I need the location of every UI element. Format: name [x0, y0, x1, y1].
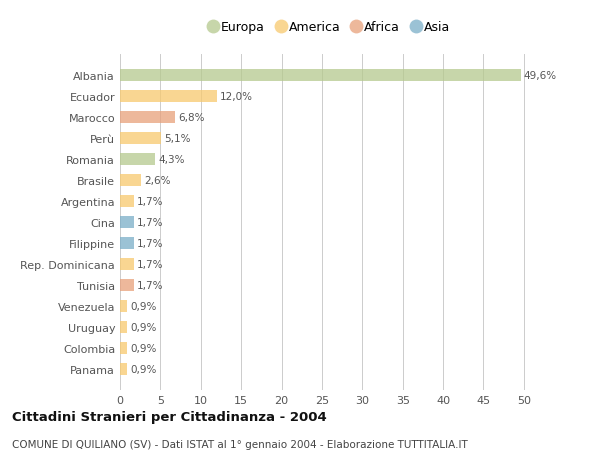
Text: 1,7%: 1,7%: [137, 218, 163, 228]
Text: 1,7%: 1,7%: [137, 280, 163, 291]
Bar: [120, 70, 521, 82]
Bar: [120, 364, 127, 375]
Text: 0,9%: 0,9%: [131, 364, 157, 374]
Text: 4,3%: 4,3%: [158, 155, 184, 165]
Bar: [120, 154, 155, 166]
Text: 49,6%: 49,6%: [524, 71, 557, 81]
Text: 1,7%: 1,7%: [137, 197, 163, 207]
Bar: [120, 175, 141, 186]
Text: 6,8%: 6,8%: [178, 113, 205, 123]
Bar: [120, 259, 134, 270]
Text: 5,1%: 5,1%: [164, 134, 191, 144]
Bar: [120, 301, 127, 312]
Bar: [120, 112, 175, 123]
Text: 12,0%: 12,0%: [220, 92, 253, 102]
Bar: [120, 342, 127, 354]
Text: 1,7%: 1,7%: [137, 259, 163, 269]
Bar: [120, 238, 134, 249]
Text: 0,9%: 0,9%: [131, 343, 157, 353]
Bar: [120, 280, 134, 291]
Bar: [120, 196, 134, 207]
Bar: [120, 133, 161, 145]
Text: COMUNE DI QUILIANO (SV) - Dati ISTAT al 1° gennaio 2004 - Elaborazione TUTTITALI: COMUNE DI QUILIANO (SV) - Dati ISTAT al …: [12, 440, 468, 449]
Text: 0,9%: 0,9%: [131, 322, 157, 332]
Legend: Europa, America, Africa, Asia: Europa, America, Africa, Asia: [210, 21, 450, 34]
Text: 1,7%: 1,7%: [137, 239, 163, 248]
Text: Cittadini Stranieri per Cittadinanza - 2004: Cittadini Stranieri per Cittadinanza - 2…: [12, 410, 327, 423]
Bar: [120, 322, 127, 333]
Text: 2,6%: 2,6%: [144, 176, 171, 186]
Text: 0,9%: 0,9%: [131, 302, 157, 311]
Bar: [120, 91, 217, 103]
Bar: [120, 217, 134, 229]
